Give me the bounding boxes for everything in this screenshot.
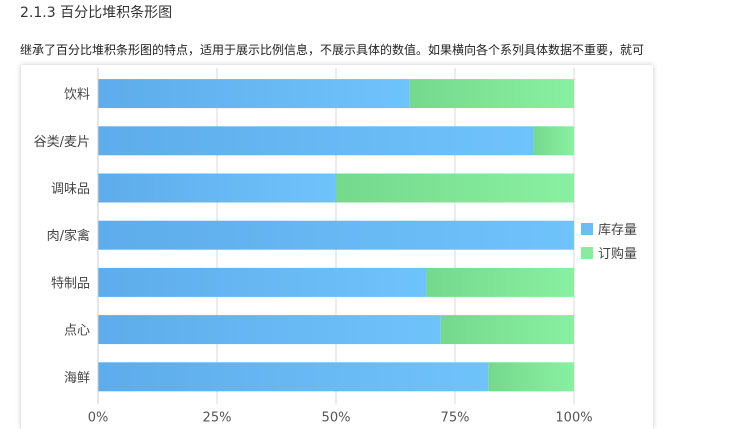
category-label: 点心 <box>64 324 90 339</box>
chart-description: 继承了百分比堆积条形图的特点，适用于展示比例信息，不展示具体的数值。如果横向各个… <box>20 43 645 57</box>
category-label: 海鲜 <box>64 371 90 386</box>
x-tick-label: 75% <box>441 410 470 425</box>
bar-stock[interactable] <box>98 267 427 297</box>
bar-stock[interactable] <box>98 315 441 345</box>
bar-stock[interactable] <box>98 173 336 203</box>
bar-order[interactable] <box>426 267 574 297</box>
x-tick-label: 0% <box>88 410 109 425</box>
bar-order[interactable] <box>488 362 574 392</box>
bar-layer <box>98 79 574 392</box>
x-tick-label: 25% <box>203 410 232 425</box>
chart-card: 0% 25% 50% 75% 100% 饮料谷类/麦片调味品肉/家禽特制品点心海鲜 库存量… <box>21 65 653 429</box>
category-label: 调味品 <box>51 182 90 197</box>
bar-stock[interactable] <box>98 220 574 250</box>
category-label: 饮料 <box>64 88 90 103</box>
bar-stock[interactable] <box>98 362 489 392</box>
bar-order[interactable] <box>440 315 574 345</box>
bar-order[interactable] <box>533 126 574 156</box>
category-label: 肉/家禽 <box>47 228 90 244</box>
bar-order[interactable] <box>336 173 574 203</box>
legend-label[interactable]: 订购量 <box>598 246 637 262</box>
bar-order[interactable] <box>409 79 574 109</box>
bar-stock[interactable] <box>98 126 534 156</box>
legend-swatch[interactable] <box>581 223 593 235</box>
x-tick-label: 100% <box>555 410 592 425</box>
category-label: 特制品 <box>51 276 90 291</box>
bar-stock[interactable] <box>98 79 410 109</box>
legend-label[interactable]: 库存量 <box>598 222 637 238</box>
category-label: 谷类/麦片 <box>34 135 90 150</box>
section-title: 2.1.3 百分比堆积条形图 <box>20 5 173 21</box>
legend-swatch[interactable] <box>581 247 593 259</box>
x-tick-label: 50% <box>322 410 351 425</box>
